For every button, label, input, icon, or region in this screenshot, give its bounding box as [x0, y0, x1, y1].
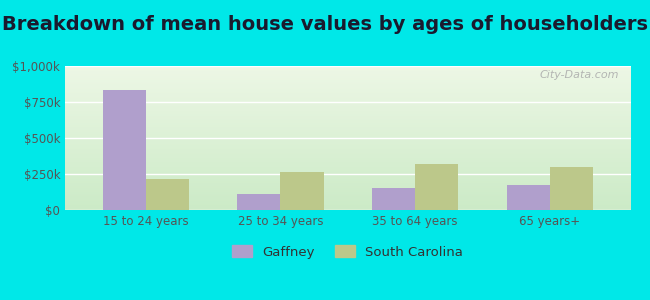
- Bar: [506, 185, 550, 210]
- Bar: [372, 188, 415, 210]
- Bar: [415, 164, 458, 210]
- Bar: [237, 194, 280, 210]
- Bar: [146, 179, 189, 210]
- Text: Breakdown of mean house values by ages of householders: Breakdown of mean house values by ages o…: [2, 15, 648, 34]
- Bar: [103, 91, 146, 210]
- Text: City-Data.com: City-Data.com: [540, 70, 619, 80]
- Bar: [550, 167, 593, 210]
- Bar: [280, 172, 324, 210]
- Legend: Gaffney, South Carolina: Gaffney, South Carolina: [227, 240, 469, 264]
